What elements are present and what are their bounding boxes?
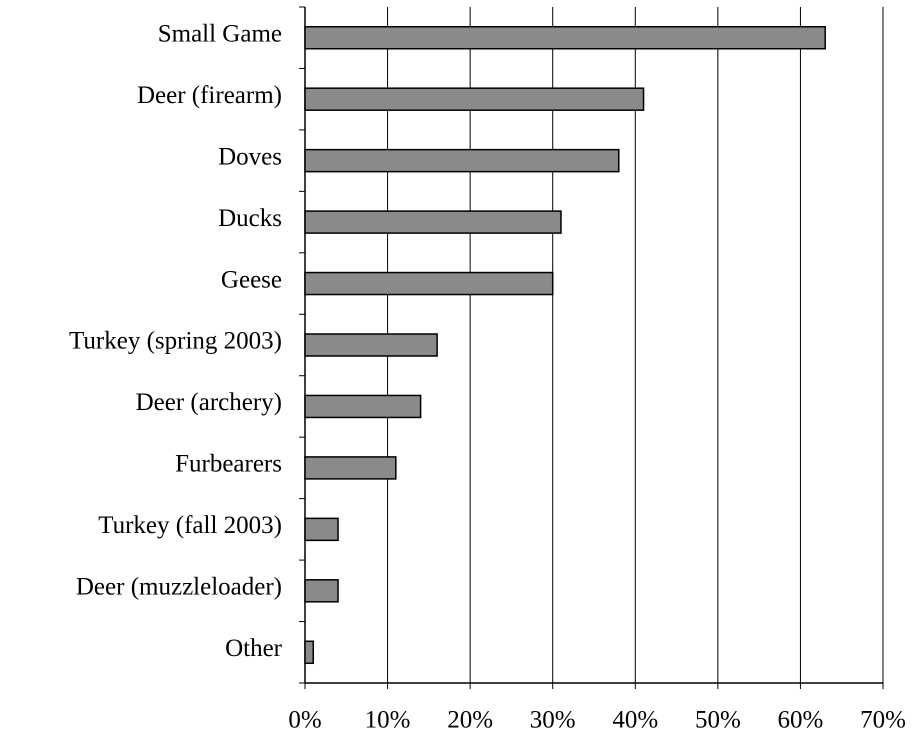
y-tick-label: Doves bbox=[218, 143, 282, 170]
x-tick-label: 20% bbox=[447, 707, 493, 734]
x-tick-label: 0% bbox=[288, 707, 321, 734]
bar bbox=[304, 148, 620, 173]
bar bbox=[304, 640, 315, 665]
x-tick-label: 70% bbox=[860, 707, 906, 734]
y-tick-label: Ducks bbox=[218, 205, 282, 232]
bar bbox=[304, 517, 339, 542]
y-tick-label: Other bbox=[225, 635, 283, 662]
y-tick-label: Turkey (fall 2003) bbox=[98, 512, 282, 539]
bar bbox=[304, 579, 339, 603]
y-tick-label: Small Game bbox=[158, 20, 282, 47]
y-tick-label: Deer (archery) bbox=[136, 389, 282, 416]
bar bbox=[304, 87, 645, 111]
x-tick-label: 40% bbox=[612, 707, 658, 734]
x-tick-label: 50% bbox=[695, 707, 741, 734]
bar bbox=[304, 394, 422, 419]
bar bbox=[304, 25, 826, 50]
y-tick-label: Deer (firearm) bbox=[137, 82, 282, 109]
bar bbox=[304, 271, 554, 296]
y-tick-label: Deer (muzzleloader) bbox=[76, 574, 282, 601]
y-tick-label: Furbearers bbox=[175, 451, 282, 478]
x-tick-label: 60% bbox=[778, 707, 824, 734]
bar bbox=[304, 333, 438, 357]
x-tick-label: 30% bbox=[530, 707, 576, 734]
x-tick-label: 10% bbox=[365, 707, 411, 734]
bar bbox=[304, 456, 397, 480]
y-tick-label: Geese bbox=[221, 266, 282, 293]
bar bbox=[304, 210, 562, 234]
y-tick-label: Turkey (spring 2003) bbox=[69, 328, 282, 355]
